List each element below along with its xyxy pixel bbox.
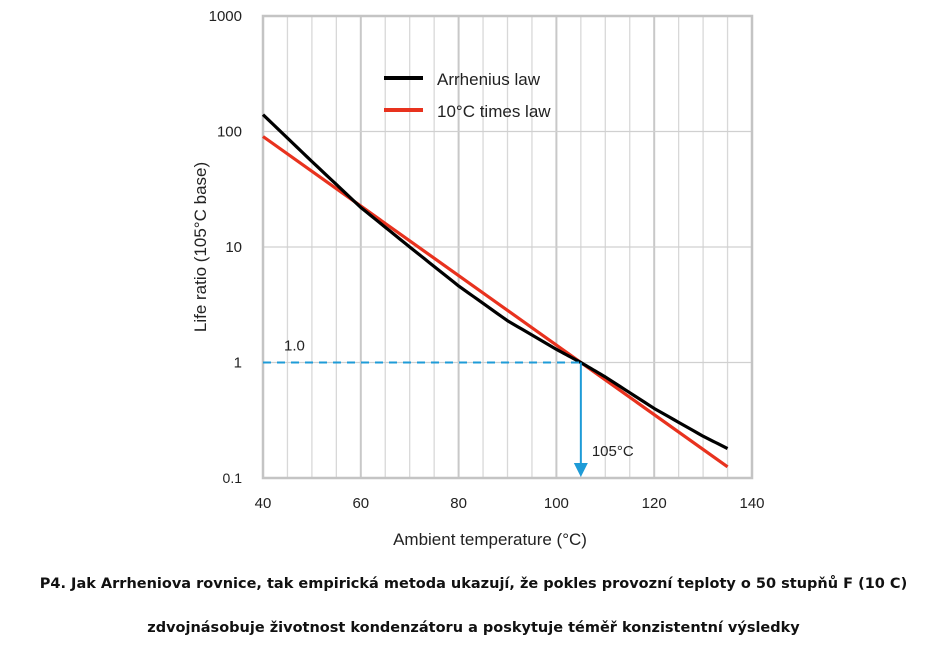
legend-label-arrhenius: Arrhenius law bbox=[437, 70, 541, 89]
life-ratio-chart: 0.1 1 10 100 1000 40 60 80 100 120 140 1.0 105°C A… bbox=[191, 8, 765, 549]
x-tick-label: 140 bbox=[739, 495, 764, 512]
arrow-down-icon bbox=[573, 463, 588, 477]
arrow-label: 105°C bbox=[592, 443, 634, 460]
x-tick-label: 120 bbox=[642, 495, 667, 512]
y-tick-label: 100 bbox=[217, 124, 242, 141]
reference-label: 1.0 bbox=[284, 338, 305, 355]
y-tick-label: 10 bbox=[225, 239, 242, 256]
y-tick-label: 0.1 bbox=[223, 470, 243, 486]
legend-label-10c: 10°C times law bbox=[437, 102, 551, 121]
x-tick-label: 40 bbox=[255, 495, 272, 512]
series-line-10-c-times-law bbox=[262, 135, 729, 469]
x-tick-label: 100 bbox=[544, 495, 569, 512]
series bbox=[261, 113, 729, 469]
caption-line-2: zdvojnásobuje životnost kondenzátoru a p… bbox=[147, 620, 800, 636]
caption-line-1: P4. Jak Arrheniova rovnice, tak empirick… bbox=[39, 576, 908, 592]
y-tick-label: 1000 bbox=[209, 8, 242, 25]
plot-frame bbox=[261, 14, 754, 480]
x-tick-label: 60 bbox=[352, 495, 369, 512]
y-axis-label: Life ratio (105°C base) bbox=[191, 162, 210, 332]
legend: Arrhenius law 10°C times law bbox=[384, 70, 551, 121]
y-tick-label: 1 bbox=[234, 355, 242, 372]
x-axis-label: Ambient temperature (°C) bbox=[393, 530, 587, 549]
series-line-arrhenius-law bbox=[261, 113, 729, 450]
x-tick-label: 80 bbox=[450, 495, 467, 512]
annotations: 1.0 105°C bbox=[263, 338, 634, 477]
axes: 0.1 1 10 100 1000 40 60 80 100 120 140 bbox=[209, 8, 765, 512]
